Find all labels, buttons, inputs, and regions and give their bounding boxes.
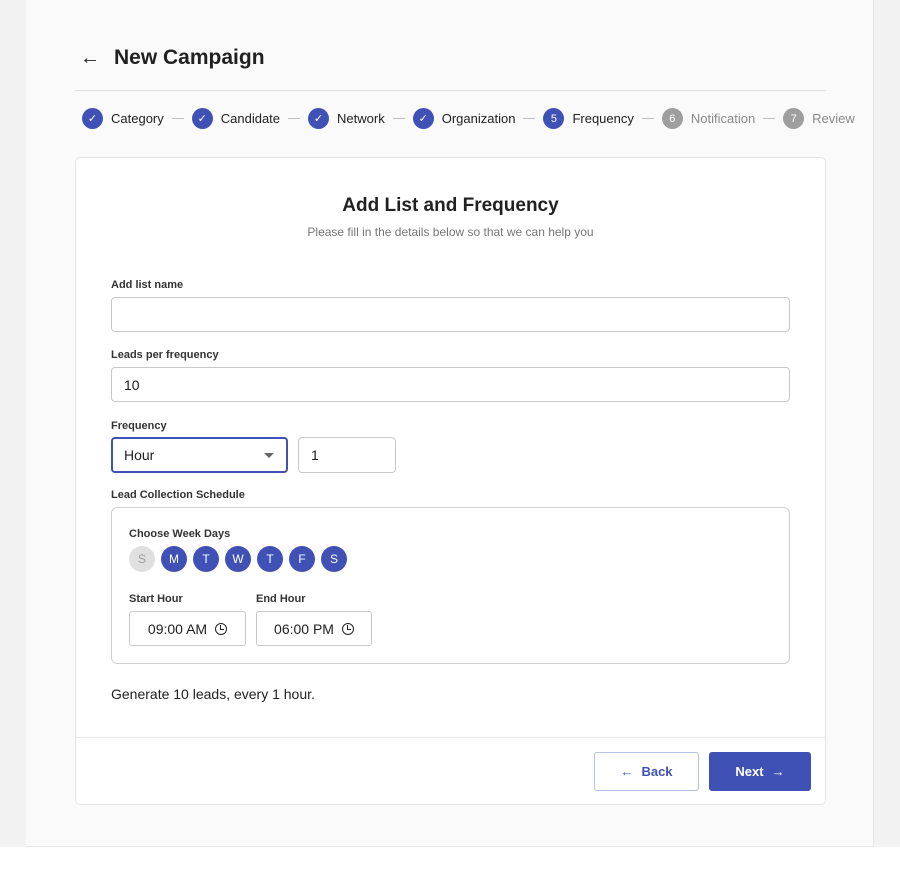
start-hour-input[interactable]: 09:00 AM [129,611,246,646]
step-review: 7 Review [783,108,855,129]
step-connector [763,118,776,119]
step-organization[interactable]: ✓ Organization [412,108,516,129]
form-title: Add List and Frequency [342,195,559,216]
clock-icon[interactable] [341,622,354,635]
check-icon: ✓ [412,108,434,129]
check-icon: ✓ [82,108,103,129]
weekdays-label: Choose Week Days [129,528,231,540]
list-name-label: Add list name [111,279,184,291]
frequency-label: Frequency [111,420,167,432]
step-label: Category [111,111,164,126]
divider [75,90,826,91]
step-label: Network [337,111,385,126]
footer-divider [76,737,825,738]
step-connector [171,118,184,119]
check-icon: ✓ [191,108,213,129]
arrow-left-icon: ← [620,764,634,779]
start-hour-value: 09:00 AM [147,620,208,637]
step-connector [392,118,405,119]
page-title: New Campaign [114,46,265,69]
weekday-picker: S M T W T F S [129,546,347,572]
end-hour-label: End Hour [256,593,306,605]
form-card: Add List and Frequency Please fill in th… [75,157,826,805]
step-network[interactable]: ✓ Network [308,108,385,129]
step-connector [523,118,536,119]
step-connector [641,118,654,119]
page-background-right [874,0,900,847]
list-name-input[interactable] [111,297,790,332]
step-label: Organization [441,111,516,126]
step-notification: 6 Notification [661,108,756,129]
end-hour-input[interactable]: 06:00 PM [256,611,372,646]
step-number: 6 [661,108,683,129]
day-tuesday[interactable]: T [193,546,219,572]
check-icon: ✓ [308,108,330,129]
schedule-label: Lead Collection Schedule [111,489,245,501]
step-connector [288,118,301,119]
step-candidate[interactable]: ✓ Candidate [191,108,281,129]
day-wednesday[interactable]: W [225,546,251,572]
day-thursday[interactable]: T [257,546,283,572]
step-number: 5 [543,108,565,129]
leads-input[interactable]: 10 [111,367,790,402]
summary-text: Generate 10 leads, every 1 hour. [111,686,315,702]
arrow-left-icon[interactable]: ← [80,46,100,69]
frequency-unit-value: Hour [124,447,155,463]
step-category[interactable]: ✓ Category [82,108,164,129]
clock-icon[interactable] [215,622,228,635]
page-background-left [0,0,26,847]
arrow-right-icon: → [771,764,785,779]
step-label: Notification [690,111,756,126]
step-label: Frequency [572,111,634,126]
start-hour-label: Start Hour [129,593,183,605]
day-friday[interactable]: F [289,546,315,572]
frequency-unit-select[interactable]: Hour [111,437,288,473]
day-monday[interactable]: M [161,546,187,572]
schedule-box: Choose Week Days S M T W T F S Start Hou… [111,507,790,664]
page-header: ← New Campaign [80,46,265,70]
day-saturday[interactable]: S [321,546,347,572]
back-button[interactable]: ← Back [594,752,699,791]
next-button[interactable]: Next → [709,752,811,791]
step-frequency[interactable]: 5 Frequency [543,108,634,129]
frequency-value-input[interactable]: 1 [298,437,396,473]
step-label: Review [812,111,855,126]
step-label: Candidate [220,111,281,126]
next-label: Next [735,764,764,779]
day-sunday[interactable]: S [129,546,155,572]
back-label: Back [641,764,673,779]
form-subtitle: Please fill in the details below so that… [307,225,594,239]
stepper: ✓ Category ✓ Candidate ✓ Network ✓ Organizat… [82,108,855,129]
step-number: 7 [783,108,805,129]
end-hour-value: 06:00 PM [274,620,334,637]
leads-label: Leads per frequency [111,349,219,361]
caret-down-icon [264,452,274,458]
